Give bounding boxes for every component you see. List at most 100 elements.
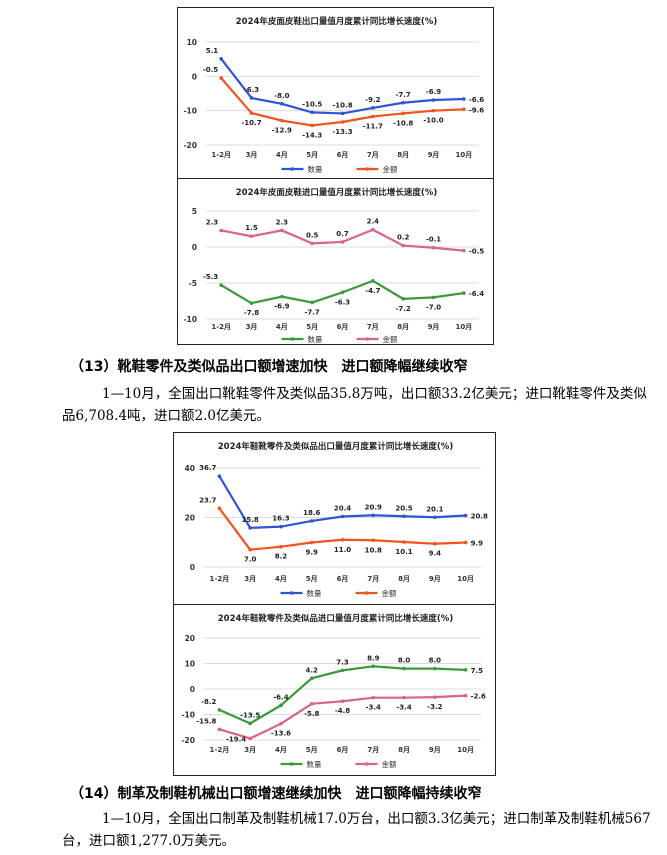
- x-tick-label: 5月: [306, 151, 318, 159]
- data-point: [371, 227, 375, 232]
- data-label: -6.9: [274, 303, 289, 311]
- section-13-heading: （13）靴鞋零件及类似品出口额增速加快 进口额降幅继续收窄: [70, 359, 468, 375]
- x-tick-label: 6月: [337, 323, 349, 331]
- data-label: 23.7: [199, 496, 216, 504]
- data-point: [431, 245, 436, 250]
- data-point: [340, 668, 345, 673]
- data-label: -7.7: [305, 308, 320, 316]
- data-label: -8.0: [274, 92, 289, 100]
- chart-leather-shoes-import: 2024年皮面皮鞋进口量值月度累计同比增长速度(%) 5 0 -5 -10 1-2月 3月 4…: [177, 178, 494, 345]
- data-point: [219, 76, 223, 80]
- data-label: -14.3: [302, 131, 322, 139]
- data-label: 20.5: [395, 504, 412, 512]
- data-point: [217, 708, 222, 712]
- data-label: -13.5: [240, 711, 260, 719]
- data-label: -6.9: [426, 88, 441, 96]
- chart-title: 2024年皮面皮鞋出口量值月度累计同比增长速度(%): [236, 16, 438, 27]
- data-label: -0.1: [426, 236, 441, 244]
- legend-label: 金额: [383, 334, 398, 344]
- data-label: -13.6: [271, 730, 291, 738]
- data-point: [280, 102, 284, 106]
- legend-label: 数量: [307, 588, 322, 598]
- x-tick-label: 6月: [337, 746, 349, 754]
- data-point: [310, 123, 314, 128]
- data-point: [248, 547, 252, 552]
- data-label: -4.8: [335, 707, 350, 715]
- data-label: 8.0: [398, 657, 411, 665]
- data-label: -0.5: [469, 248, 484, 256]
- x-tick-label: 1-2月: [211, 151, 231, 159]
- data-point: [401, 297, 405, 301]
- y-tick-label: 20: [185, 514, 195, 523]
- y-tick-label: 5: [192, 207, 197, 216]
- data-point: [280, 294, 284, 299]
- data-label: 20.1: [426, 505, 443, 513]
- legend-label: 金额: [382, 759, 397, 769]
- data-label: 8.2: [275, 553, 288, 561]
- data-point: [401, 243, 405, 248]
- data-point: [462, 97, 466, 101]
- data-point: [371, 114, 375, 119]
- y-tick-label: -20: [183, 141, 197, 150]
- data-label: 8.9: [367, 654, 380, 662]
- data-label: 5.1: [206, 47, 219, 55]
- legend-label: 金额: [382, 588, 397, 598]
- legend-marker: [290, 167, 295, 171]
- data-point: [371, 106, 375, 110]
- data-point: [433, 666, 437, 671]
- data-label: -6.4: [469, 290, 484, 298]
- data-label: -2.6: [471, 693, 486, 701]
- y-tick-label: 10: [185, 660, 195, 669]
- x-tick-label: 9月: [428, 323, 440, 331]
- data-label: -3.4: [366, 704, 381, 712]
- data-point: [371, 695, 376, 700]
- x-tick-label: 7月: [367, 746, 379, 754]
- x-tick-label: 9月: [429, 575, 441, 583]
- data-label: 2.3: [206, 218, 219, 226]
- data-point: [279, 721, 283, 726]
- data-label: 7.3: [336, 658, 349, 666]
- x-tick-label: 1-2月: [210, 746, 230, 754]
- data-label: -7.7: [396, 91, 411, 99]
- data-point: [279, 703, 283, 708]
- data-label: 2.4: [367, 218, 380, 226]
- data-label: -13.3: [332, 128, 352, 136]
- x-tick-label: 3月: [244, 575, 256, 583]
- x-tick-label: 10月: [457, 575, 474, 583]
- data-point: [371, 664, 376, 669]
- data-label: 9.4: [429, 550, 442, 558]
- x-tick-label: 5月: [306, 575, 318, 583]
- data-point: [371, 279, 375, 283]
- x-tick-label: 9月: [428, 151, 440, 159]
- legend-marker: [290, 337, 295, 341]
- data-label: 8.0: [429, 657, 442, 665]
- data-label: -7.8: [244, 309, 259, 317]
- data-point: [310, 110, 314, 115]
- data-point: [248, 721, 252, 726]
- data-point: [248, 526, 252, 530]
- x-tick-label: 6月: [337, 575, 349, 583]
- data-label: 9.9: [471, 539, 484, 547]
- x-tick-label: 4月: [275, 746, 287, 754]
- data-label: 10.8: [365, 546, 382, 554]
- data-label: -8.2: [201, 698, 216, 706]
- x-tick-label: 3月: [246, 323, 258, 331]
- section-13-body: 1—10月，全国出口靴鞋零件及类似品35.8万吨，出口额33.2亿美元；进口靴鞋…: [62, 386, 647, 424]
- y-tick-label: 0: [190, 685, 195, 694]
- data-label: 4.2: [306, 666, 319, 674]
- data-label: 7.0: [244, 556, 257, 564]
- data-point: [309, 540, 314, 545]
- data-point: [402, 666, 406, 671]
- legend-marker: [365, 337, 370, 341]
- data-label: -12.9: [272, 127, 292, 135]
- y-tick-label: -10: [183, 315, 197, 324]
- data-label: 20.9: [365, 503, 382, 511]
- data-point: [402, 540, 406, 544]
- data-point: [309, 676, 314, 681]
- legend-label: 金额: [383, 164, 398, 174]
- x-tick-label: 10月: [455, 151, 472, 159]
- data-label: -5.8: [304, 710, 319, 718]
- data-point: [249, 111, 254, 115]
- y-tick-label: -20: [181, 736, 195, 745]
- chart-title: 2024年鞋靴零件及类似品进口量值月度累计同比增长速度(%): [218, 613, 454, 624]
